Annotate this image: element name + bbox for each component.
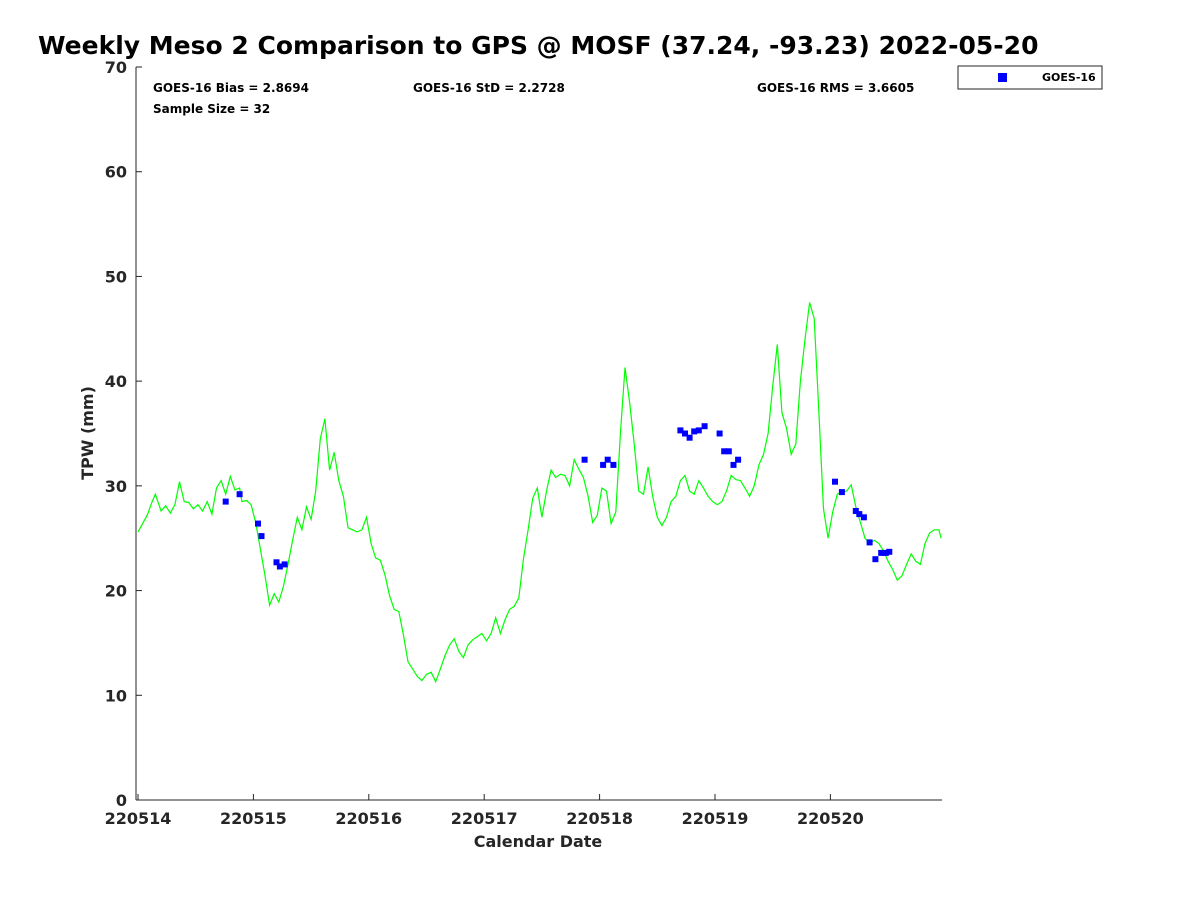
goes-point bbox=[258, 533, 265, 540]
plot-area bbox=[135, 67, 942, 801]
y-ticks: 0 10 20 30 40 50 60 70 bbox=[105, 58, 142, 810]
rms-stat: GOES-16 RMS = 3.6605 bbox=[757, 81, 914, 95]
y-tick-label: 70 bbox=[105, 58, 127, 77]
x-tick-label: 220520 bbox=[797, 809, 864, 828]
legend-marker-goes bbox=[998, 73, 1007, 82]
goes-point bbox=[581, 456, 588, 463]
goes-point bbox=[832, 478, 838, 485]
goes-point bbox=[600, 461, 607, 468]
gps-line bbox=[137, 302, 942, 684]
goes-point bbox=[281, 561, 288, 568]
goes-point bbox=[701, 423, 708, 430]
x-tick-label: 220517 bbox=[451, 809, 518, 828]
goes-point bbox=[730, 461, 737, 468]
goes-point bbox=[725, 448, 732, 455]
goes-point bbox=[604, 456, 611, 463]
std-stat: GOES-16 StD = 2.2728 bbox=[413, 81, 565, 95]
goes-point bbox=[866, 539, 873, 546]
goes-point bbox=[856, 511, 863, 518]
goes-point bbox=[222, 498, 229, 505]
goes-point bbox=[878, 549, 885, 556]
goes-point bbox=[872, 556, 879, 563]
goes-point bbox=[686, 434, 693, 441]
goes-point bbox=[255, 520, 261, 527]
y-tick-label: 10 bbox=[105, 686, 127, 705]
goes-point bbox=[610, 461, 617, 468]
y-tick-label: 40 bbox=[105, 372, 127, 391]
goes-point bbox=[838, 489, 845, 496]
chart-title: Weekly Meso 2 Comparison to GPS @ MOSF (… bbox=[38, 31, 1038, 60]
goes-point bbox=[695, 427, 702, 434]
goes-point bbox=[716, 430, 723, 437]
goes-point bbox=[236, 491, 243, 498]
goes-point bbox=[691, 428, 698, 435]
gps-series bbox=[137, 302, 942, 684]
goes-point bbox=[721, 448, 728, 455]
bias-stat: GOES-16 Bias = 2.8694 bbox=[153, 81, 309, 95]
goes-point bbox=[677, 427, 684, 434]
x-tick-label: 220518 bbox=[566, 809, 633, 828]
goes-point bbox=[852, 508, 859, 514]
x-tick-label: 220516 bbox=[335, 809, 402, 828]
x-axis-label: Calendar Date bbox=[474, 832, 603, 851]
goes-point bbox=[735, 456, 742, 463]
goes-point bbox=[886, 548, 893, 555]
x-tick-label: 220515 bbox=[220, 809, 287, 828]
legend-label-goes: GOES-16 bbox=[1042, 71, 1096, 84]
y-tick-label: 0 bbox=[116, 791, 127, 810]
y-tick-label: 60 bbox=[105, 163, 127, 182]
legend-box bbox=[957, 65, 1103, 90]
legend: GOES-16 bbox=[957, 65, 1103, 90]
y-tick-label: 20 bbox=[105, 582, 127, 601]
x-ticks: 220514 220515 220516 220517 220518 220519 2205… bbox=[105, 794, 864, 828]
goes-point bbox=[273, 559, 280, 566]
goes-point bbox=[276, 563, 283, 570]
y-tick-label: 50 bbox=[105, 267, 127, 286]
y-axis-label: TPW (mm) bbox=[78, 386, 97, 480]
goes-point bbox=[882, 549, 889, 556]
goes-point bbox=[860, 514, 867, 521]
x-tick-label: 220519 bbox=[682, 809, 749, 828]
goes-point bbox=[682, 430, 688, 437]
y-tick-label: 30 bbox=[105, 477, 127, 496]
x-tick-label: 220514 bbox=[105, 809, 172, 828]
goes-series bbox=[222, 423, 893, 570]
sample-size-stat: Sample Size = 32 bbox=[153, 102, 270, 116]
